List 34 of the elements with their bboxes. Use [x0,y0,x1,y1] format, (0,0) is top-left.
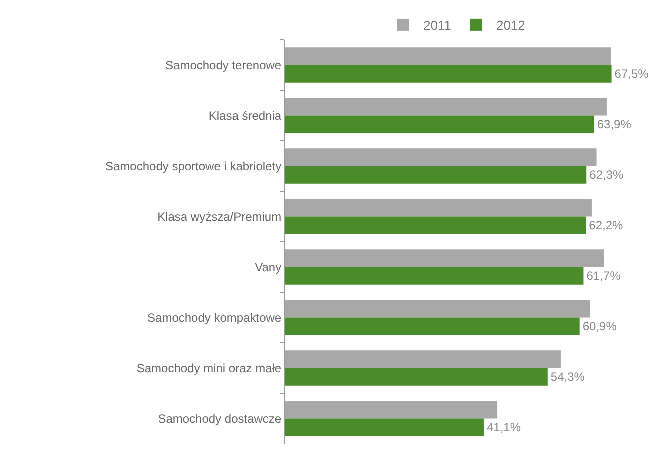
bar [285,48,612,66]
bar [285,418,484,436]
y-tick-label: Samochody terenowe [166,58,282,72]
y-tick-label: Klasa średnia [208,108,282,123]
data-label: 63,9% [597,118,632,132]
bar [285,199,592,217]
bar [285,166,587,184]
data-label: 62,3% [590,168,624,182]
bar [285,148,597,166]
data-label: 61,7% [586,269,622,284]
data-label: 62,2% [589,218,624,233]
data-label: 54,3% [550,370,586,384]
bar [285,350,561,368]
bar [285,267,584,285]
bar [285,368,548,386]
bar [285,98,607,116]
legend-label: 2011 [424,18,452,34]
bar [285,250,604,268]
bar [285,65,612,83]
bar [285,318,580,336]
y-tick-label: Samochody sportowe i kabriolety [106,159,282,174]
y-tick-label: Samochody mini oraz małe [136,361,282,376]
data-label: 60,9% [582,320,618,334]
bar [285,300,590,318]
data-label: 41,1% [486,420,522,435]
data-label: 67,5% [614,67,650,82]
bar [285,401,498,419]
y-tick-label: Klasa wyższa/Premium [158,210,282,224]
bar [285,216,586,234]
y-tick-label: Samochody dostawcze [158,412,282,426]
bar [285,116,594,134]
y-tick-label: Vany [255,260,282,274]
legend-label: 2012 [496,18,526,34]
y-tick-label: Samochody kompaktowe [148,310,282,325]
